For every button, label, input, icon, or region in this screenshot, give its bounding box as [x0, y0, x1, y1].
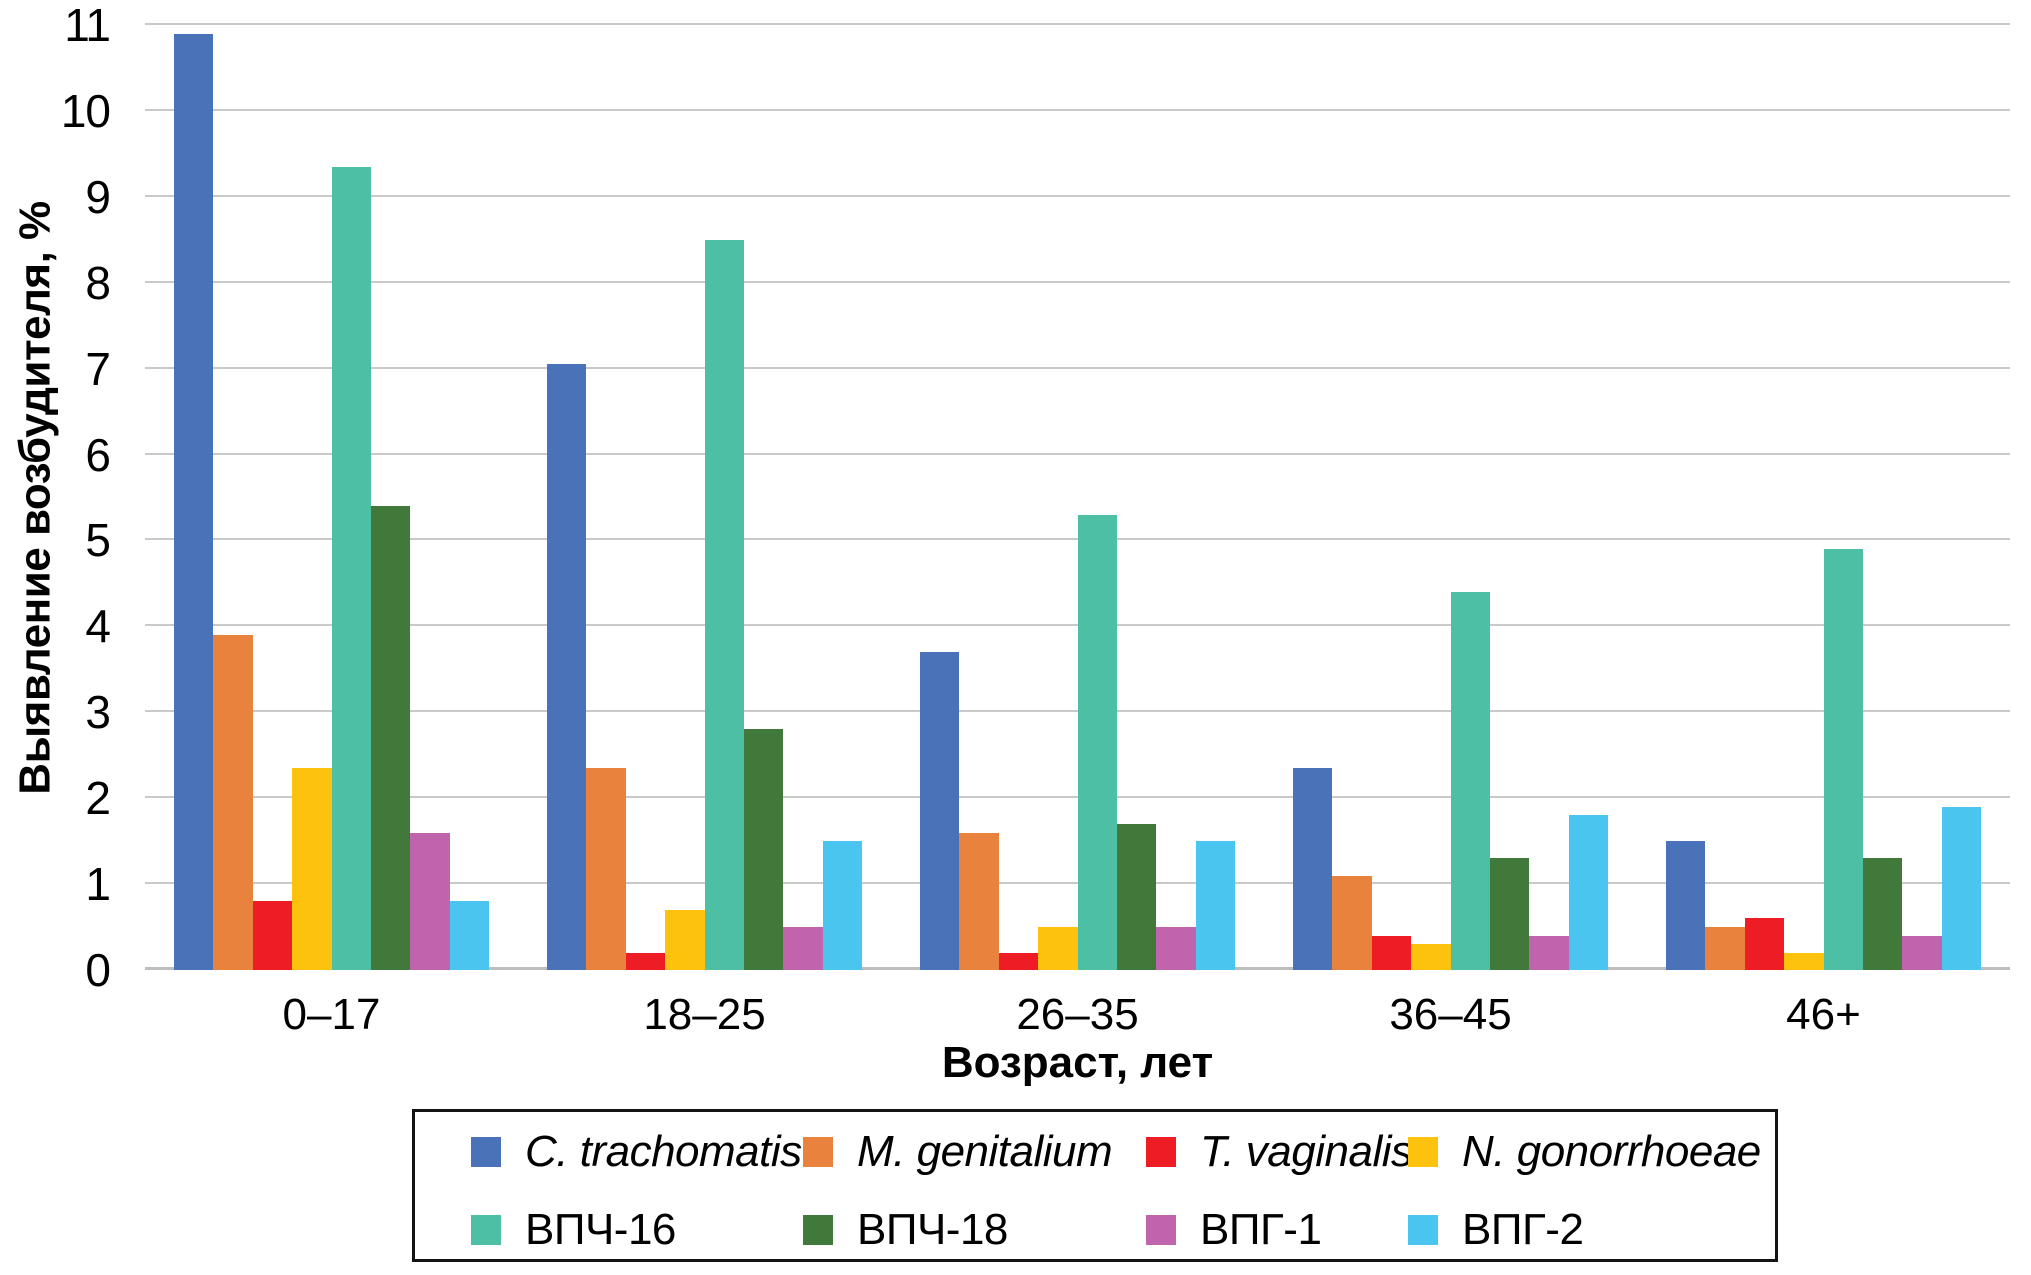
bar-group-46+	[1637, 25, 2010, 970]
legend-marker-ВПЧ-16	[471, 1215, 501, 1245]
bar-ВПЧ-16-18–25	[704, 239, 744, 970]
bar-N. gonorrhoeae-18–25	[665, 909, 705, 970]
gridline-9	[145, 194, 2010, 197]
y-tick-label-7: 7	[85, 342, 111, 395]
legend-marker-M. genitalium	[803, 1137, 833, 1167]
y-tick-label-4: 4	[85, 600, 111, 653]
bar-ВПГ-1-18–25	[783, 927, 823, 970]
bar-group-36–45	[1264, 25, 1637, 970]
x-tick-label-36–45: 36–45	[1389, 990, 1512, 1039]
legend-item-C. trachomatis: C. trachomatis	[471, 1127, 802, 1176]
bar-groups-container	[145, 25, 2010, 970]
y-tick-label-6: 6	[85, 428, 111, 481]
y-tick-label-1: 1	[85, 858, 111, 911]
bar-ВПГ-2-46+	[1941, 806, 1981, 970]
x-tick-label-26–35: 26–35	[1016, 990, 1139, 1039]
legend-item-T. vaginalis: T. vaginalis	[1146, 1127, 1413, 1176]
x-axis-title: Возраст, лет	[941, 1038, 1214, 1087]
x-tick-label-46+: 46+	[1786, 990, 1861, 1039]
bar-T. vaginalis-26–35	[998, 952, 1039, 970]
bar-ВПГ-2-36–45	[1568, 815, 1608, 970]
bar-ВПГ-1-36–45	[1529, 935, 1569, 970]
bar-T. vaginalis-18–25	[625, 952, 666, 970]
bar-N. gonorrhoeae-46+	[1784, 952, 1824, 970]
bar-ВПЧ-18-18–25	[743, 729, 784, 970]
bar-C. trachomatis-0–17	[174, 33, 214, 970]
bar-ВПЧ-16-46+	[1823, 549, 1863, 970]
bar-ВПЧ-18-0–17	[370, 506, 411, 970]
legend-label-C. trachomatis: C. trachomatis	[525, 1127, 802, 1176]
bar-N. gonorrhoeae-0–17	[292, 768, 332, 970]
x-tick-label-0–17: 0–17	[282, 990, 381, 1039]
gridline-8	[145, 280, 2010, 283]
bar-ВПГ-2-18–25	[822, 841, 862, 970]
bar-M. genitalium-36–45	[1332, 875, 1372, 970]
legend-item-M. genitalium: M. genitalium	[803, 1127, 1113, 1176]
legend-label-ВПГ-2: ВПГ-2	[1462, 1205, 1584, 1254]
bar-M. genitalium-46+	[1705, 927, 1745, 970]
legend-item-ВПЧ-18: ВПЧ-18	[803, 1205, 1008, 1254]
bar-C. trachomatis-36–45	[1293, 768, 1333, 970]
gridline-11	[145, 23, 2010, 25]
bar-C. trachomatis-18–25	[547, 364, 587, 970]
legend-marker-T. vaginalis	[1146, 1137, 1176, 1167]
legend-label-ВПЧ-18: ВПЧ-18	[857, 1205, 1008, 1254]
gridline-7	[145, 366, 2010, 369]
legend-marker-C. trachomatis	[471, 1137, 501, 1167]
bar-ВПЧ-16-26–35	[1077, 514, 1117, 970]
y-tick-label-9: 9	[85, 170, 111, 223]
bar-ВПЧ-18-26–35	[1116, 823, 1157, 970]
y-tick-label-3: 3	[85, 686, 111, 739]
bar-ВПЧ-16-0–17	[331, 166, 371, 970]
legend: C. trachomatis M. genitalium T. vaginalis N…	[412, 1109, 1778, 1262]
gridline-6	[145, 452, 2010, 455]
gridline-10	[145, 108, 2010, 111]
legend-label-M. genitalium: M. genitalium	[857, 1127, 1113, 1176]
legend-item-ВПГ-1: ВПГ-1	[1146, 1205, 1322, 1254]
bar-ВПЧ-18-46+	[1862, 858, 1903, 970]
legend-item-ВПГ-2: ВПГ-2	[1408, 1205, 1584, 1254]
y-tick-label-8: 8	[85, 256, 111, 309]
y-axis-tick-labels: 0 1 2 3 4 5 6 7 8 9 10 11	[0, 0, 124, 1275]
bar-group-18–25	[518, 25, 891, 970]
y-tick-label-5: 5	[85, 514, 111, 567]
bar-group-26–35	[891, 25, 1264, 970]
bar-ВПГ-1-0–17	[410, 832, 450, 970]
bar-group-0–17	[145, 25, 518, 970]
bar-T. vaginalis-46+	[1744, 918, 1785, 970]
bar-ВПГ-2-0–17	[449, 901, 489, 970]
legend-item-N. gonorrhoeae: N. gonorrhoeae	[1408, 1127, 1761, 1176]
bar-T. vaginalis-36–45	[1371, 935, 1412, 970]
bar-ВПГ-1-26–35	[1156, 927, 1196, 970]
legend-marker-ВПГ-1	[1146, 1215, 1176, 1245]
legend-label-N. gonorrhoeae: N. gonorrhoeae	[1462, 1127, 1761, 1176]
bar-M. genitalium-0–17	[213, 634, 253, 970]
x-tick-label-18–25: 18–25	[643, 990, 766, 1039]
legend-label-T. vaginalis: T. vaginalis	[1200, 1127, 1413, 1176]
legend-marker-ВПГ-2	[1408, 1215, 1438, 1245]
y-tick-label-10: 10	[60, 84, 111, 137]
bar-C. trachomatis-46+	[1666, 841, 1706, 970]
plot-area	[145, 23, 2010, 970]
legend-label-ВПЧ-16: ВПЧ-16	[525, 1205, 676, 1254]
bar-ВПЧ-18-36–45	[1489, 858, 1530, 970]
bar-N. gonorrhoeae-36–45	[1411, 944, 1451, 970]
legend-label-ВПГ-1: ВПГ-1	[1200, 1205, 1322, 1254]
legend-marker-ВПЧ-18	[803, 1215, 833, 1245]
legend-marker-N. gonorrhoeae	[1408, 1137, 1438, 1167]
bar-M. genitalium-26–35	[959, 832, 999, 970]
y-tick-label-11: 11	[64, 0, 111, 51]
bar-N. gonorrhoeae-26–35	[1038, 927, 1078, 970]
bar-ВПЧ-16-36–45	[1450, 592, 1490, 970]
y-tick-label-2: 2	[85, 772, 111, 825]
x-axis-tick-labels: 0–17 18–25 26–35 36–45 46+	[145, 990, 2010, 1040]
bar-C. trachomatis-26–35	[920, 652, 960, 970]
bar-T. vaginalis-0–17	[252, 901, 293, 970]
bar-M. genitalium-18–25	[586, 768, 626, 970]
legend-item-ВПЧ-16: ВПЧ-16	[471, 1205, 676, 1254]
bar-ВПГ-2-26–35	[1195, 841, 1235, 970]
bar-ВПГ-1-46+	[1902, 935, 1942, 970]
y-tick-label-0: 0	[85, 944, 111, 996]
